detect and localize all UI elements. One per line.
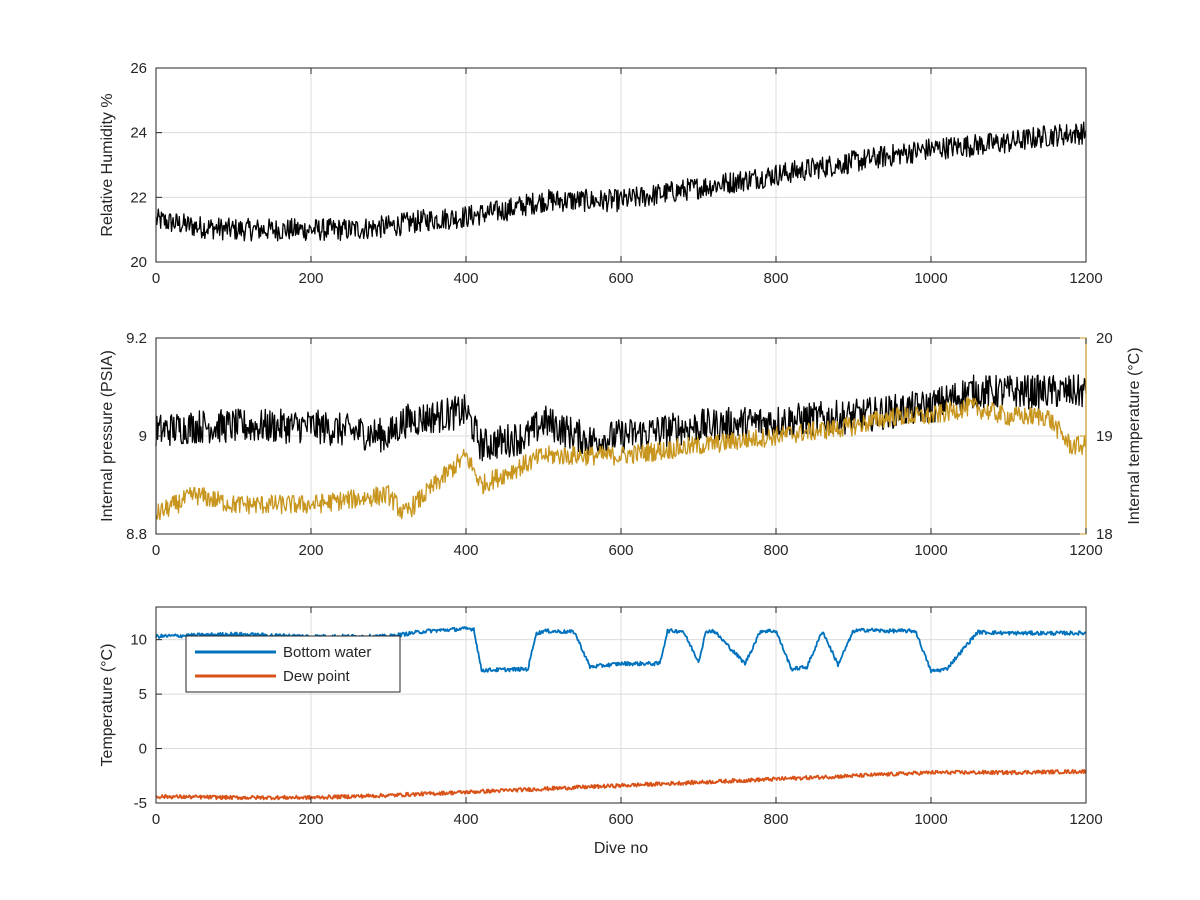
humidity-panel: 0 200 400 600 800 1000 1200 20 22 24 26 Relative Hu… [99,60,1103,287]
right-y-tick-label: 20 [1096,330,1113,347]
y-tick-label: 5 [139,686,147,703]
pressure-temperature-panel: 0 200 400 600 800 1000 1200 8.8 9 9.2 18 19 20 Intern… [99,330,1143,559]
y-axis-label: Temperature (°C) [99,644,116,767]
x-tick-label: 1200 [1069,811,1102,828]
x-tick-label: 0 [152,542,160,559]
x-tick-label: 1200 [1069,542,1102,559]
x-tick-label: 200 [298,811,323,828]
x-tick-label: 1000 [914,270,947,287]
x-tick-label: 600 [608,542,633,559]
y-axis-label: Internal pressure (PSIA) [99,350,116,522]
x-tick-label: 400 [453,270,478,287]
right-y-tick-label: 19 [1096,428,1113,445]
legend-box [185,635,401,693]
y-tick-label: -5 [134,795,147,812]
y-tick-label: 20 [130,254,147,271]
y-tick-label: 9 [139,428,147,445]
right-y-axis-label: Internal temperature (°C) [1126,347,1143,524]
y-tick-label: 24 [130,125,147,142]
x-tick-label: 1000 [914,811,947,828]
y-tick-label: 8.8 [126,526,147,543]
water-dewpoint-panel: 0 200 400 600 800 1000 1200 -5 0 5 10 Temperature (… [99,606,1103,857]
legend-label: Dew point [283,668,351,685]
x-tick-label: 1000 [914,542,947,559]
x-tick-label: 200 [298,542,323,559]
y-tick-label: 22 [130,189,147,206]
y-tick-label: 9.2 [126,330,147,347]
legend-label: Bottom water [283,644,371,661]
y-tick-label: 0 [139,741,147,758]
x-tick-label: 0 [152,270,160,287]
series-line-series-0 [155,121,1087,242]
x-tick-label: 600 [608,811,633,828]
series-line-series-1 [155,396,1087,521]
x-axis-label: Dive no [594,840,648,857]
x-tick-label: 800 [763,542,788,559]
x-tick-label: 600 [608,270,633,287]
y-tick-label: 10 [130,632,147,649]
x-tick-label: 800 [763,270,788,287]
x-tick-label: 200 [298,270,323,287]
x-tick-label: 400 [453,542,478,559]
x-tick-label: 1200 [1069,270,1102,287]
x-tick-label: 400 [453,811,478,828]
right-y-tick-label: 18 [1096,526,1113,543]
legend: Bottom water Dew point [185,635,401,693]
x-tick-label: 0 [152,811,160,828]
y-axis-label: Relative Humidity % [99,93,116,236]
y-tick-label: 26 [130,60,147,77]
x-tick-label: 800 [763,811,788,828]
